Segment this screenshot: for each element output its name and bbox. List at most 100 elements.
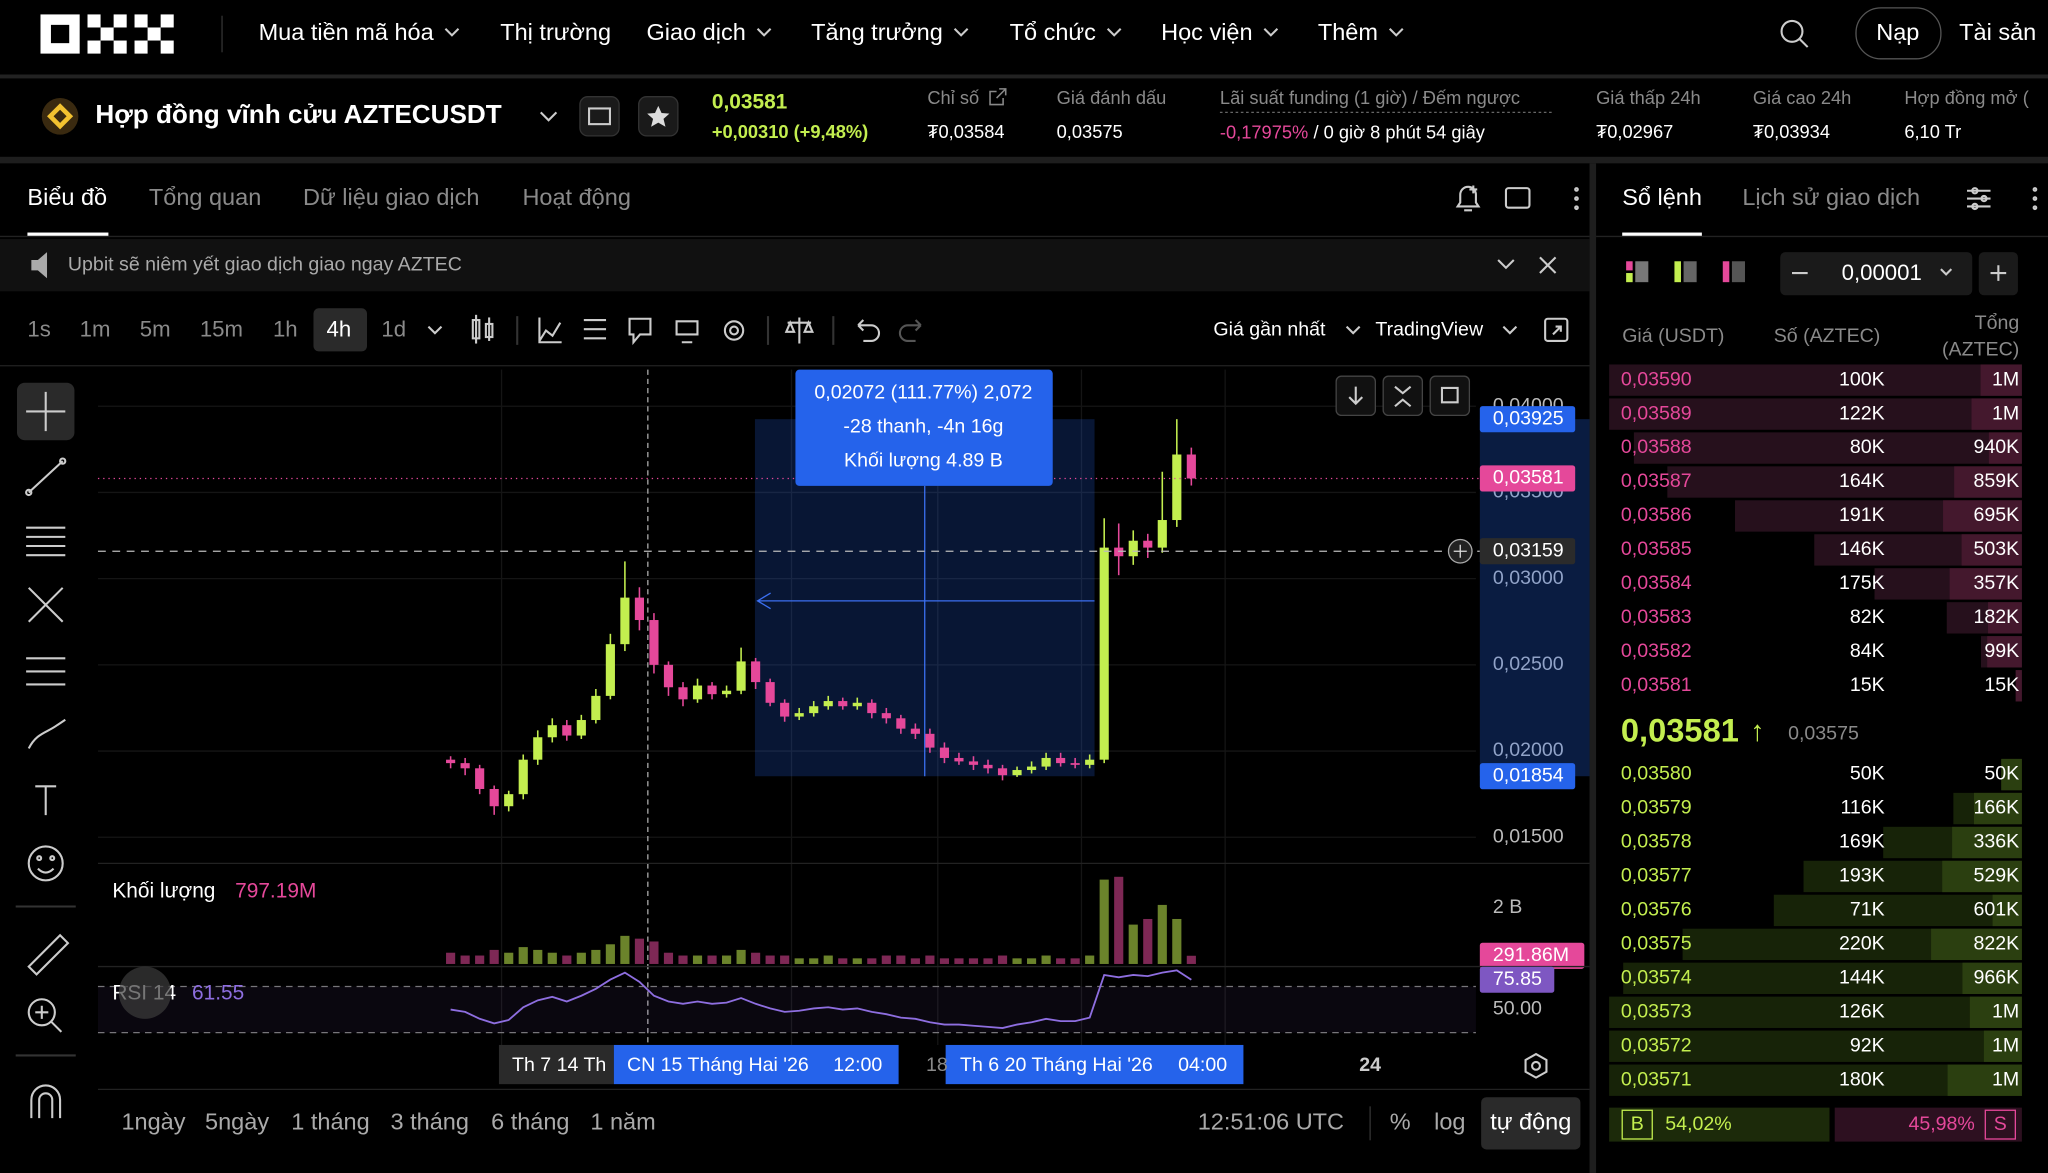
tab[interactable]: Sổ lệnh — [1622, 184, 1702, 210]
logo[interactable] — [134, 40, 148, 54]
log-toggle[interactable]: log — [1434, 1109, 1465, 1135]
range[interactable]: 1 tháng — [291, 1109, 369, 1135]
drawing-tools[interactable] — [27, 845, 64, 882]
search-icon[interactable] — [1780, 19, 1809, 48]
logo[interactable] — [50, 24, 70, 44]
range[interactable]: 1ngày — [121, 1109, 185, 1135]
book-icons[interactable] — [1967, 187, 2038, 211]
toolbar-icons[interactable] — [1345, 325, 1518, 335]
drawing-tools[interactable] — [27, 998, 56, 1027]
tab[interactable]: Biểu đồ — [27, 184, 107, 210]
drawing-tools[interactable] — [26, 526, 66, 557]
view-toggles[interactable] — [1731, 261, 1745, 283]
chart-header-icons[interactable] — [1574, 205, 1579, 211]
price-source[interactable]: Giá gần nhất — [1213, 319, 1326, 341]
interval[interactable]: 1d — [381, 316, 406, 341]
chart-button[interactable] — [1382, 375, 1424, 417]
auto-button[interactable] — [1481, 1097, 1581, 1150]
book-price[interactable]: 0,03587 — [1621, 470, 1692, 492]
book-price[interactable]: 0,03579 — [1621, 797, 1692, 819]
book-price[interactable]: 0,03582 — [1621, 640, 1692, 662]
drawing-tools[interactable] — [26, 657, 66, 686]
drawing-tools[interactable] — [49, 855, 56, 862]
interval[interactable]: 5m — [140, 316, 171, 341]
toolbar-icons[interactable] — [898, 319, 922, 342]
toolbar-icons[interactable] — [427, 325, 443, 335]
drawing-tools[interactable] — [27, 718, 66, 749]
toolbar-icons[interactable] — [675, 320, 699, 344]
chart-button[interactable] — [1429, 375, 1471, 417]
percent-toggle[interactable]: % — [1390, 1109, 1411, 1135]
view-toggles[interactable] — [1635, 261, 1649, 283]
book-price[interactable]: 0,03584 — [1621, 572, 1692, 594]
logo[interactable] — [40, 14, 174, 54]
range[interactable]: 6 tháng — [491, 1109, 569, 1135]
book-price[interactable]: 0,03571 — [1621, 1068, 1692, 1090]
chart-header-icons[interactable] — [1469, 185, 1478, 194]
range[interactable]: 1 năm — [590, 1109, 655, 1135]
drawing-tools[interactable] — [26, 391, 66, 432]
book-price[interactable]: 0,03572 — [1621, 1034, 1692, 1056]
view-toggles[interactable] — [1683, 261, 1697, 283]
book-icons[interactable] — [2032, 187, 2038, 192]
drawing-tools[interactable] — [27, 933, 70, 976]
book-icons[interactable] — [1980, 194, 1988, 203]
settings-icon[interactable] — [1524, 1052, 1548, 1079]
tab[interactable]: Tổng quan — [149, 184, 261, 210]
notice-controls[interactable] — [1497, 256, 1557, 274]
book-price[interactable]: 0,03577 — [1621, 865, 1692, 887]
drawing-tools[interactable] — [15, 391, 76, 1119]
toolbar-icons[interactable] — [1544, 317, 1569, 342]
deposit-label[interactable]: Nạp — [1876, 19, 1919, 45]
book-price[interactable]: 0,03574 — [1621, 967, 1692, 989]
drawing-tools[interactable] — [59, 457, 67, 465]
drawing-tools[interactable] — [25, 488, 33, 497]
book-price[interactable]: 0,03578 — [1621, 831, 1692, 853]
view-toggles[interactable] — [1626, 261, 1745, 283]
book-price[interactable]: 0,03575 — [1621, 933, 1692, 955]
logo[interactable] — [160, 14, 174, 28]
toolbar-icons[interactable] — [538, 317, 562, 344]
toolbar-icons[interactable] — [857, 319, 880, 342]
book-price[interactable]: 0,03581 — [1621, 674, 1692, 696]
deposit-button[interactable] — [1855, 7, 1942, 60]
book-icons[interactable] — [1971, 187, 1979, 195]
interval[interactable]: 1s — [27, 316, 50, 341]
view-toggles[interactable] — [1626, 261, 1633, 271]
nav-item[interactable]: Giao dịch — [647, 19, 746, 45]
nav-item[interactable]: Tổ chức — [1010, 19, 1097, 45]
chart-header-icons[interactable] — [1455, 185, 1481, 212]
chart-header-icons[interactable] — [1574, 196, 1579, 201]
view-toggles[interactable] — [1674, 261, 1681, 283]
tab[interactable]: Lịch sử giao dịch — [1742, 184, 1920, 210]
book-button[interactable] — [579, 96, 620, 137]
logo[interactable] — [113, 14, 127, 28]
drawing-tools[interactable] — [37, 867, 55, 874]
chart-engine[interactable]: TradingView — [1375, 319, 1484, 341]
toolbar-icons[interactable] — [723, 320, 745, 341]
range[interactable]: 5ngày — [205, 1109, 269, 1135]
settings-icon[interactable] — [1531, 1060, 1541, 1071]
search-icon[interactable] — [1799, 38, 1809, 48]
view-toggles[interactable] — [1626, 273, 1633, 283]
settings-icon[interactable] — [1524, 1052, 1548, 1079]
drawing-tools[interactable] — [35, 785, 57, 816]
drawing-tools[interactable] — [28, 460, 64, 494]
chart-header-icons[interactable] — [1455, 185, 1579, 212]
step-value[interactable]: 0,00001 — [1842, 260, 1922, 285]
step-controls[interactable] — [1791, 268, 1953, 276]
toolbar-icons[interactable] — [628, 317, 652, 346]
instrument-title[interactable]: Hợp đồng vĩnh cửu AZTECUSDT — [95, 99, 501, 129]
logo[interactable] — [134, 14, 148, 28]
link-icon[interactable] — [989, 88, 1007, 106]
nav-item[interactable]: Mua tiền mã hóa — [259, 19, 435, 45]
nav-item[interactable]: Học viện — [1161, 19, 1252, 45]
view-toggles[interactable] — [1722, 261, 1730, 283]
toolbar-icons[interactable] — [1552, 325, 1562, 336]
chevron[interactable] — [539, 111, 558, 122]
book-price[interactable]: 0,03583 — [1621, 606, 1692, 628]
book-price[interactable]: 0,03586 — [1621, 504, 1692, 526]
drawing-tools[interactable] — [36, 855, 43, 862]
tab[interactable]: Dữ liệu giao dịch — [303, 184, 479, 210]
logo[interactable] — [87, 40, 101, 54]
